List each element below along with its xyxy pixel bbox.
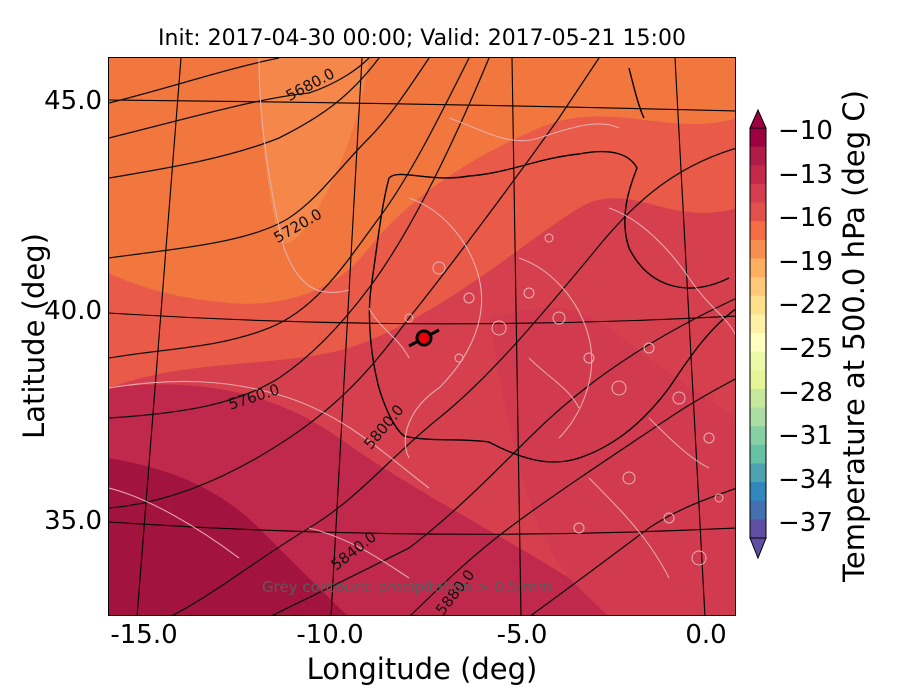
colorbar-tick-label: −22	[778, 290, 833, 321]
colorbar-tick-label: −16	[778, 203, 833, 234]
x-tick-label: -15.0	[110, 620, 178, 650]
colorbar-tick-label: −25	[778, 334, 833, 364]
x-tick-label: 0.0	[685, 620, 727, 650]
colorbar-band	[750, 388, 766, 409]
x-axis-label: Longitude (deg)	[306, 652, 538, 686]
colorbar-band	[750, 500, 766, 520]
temp-band-warm	[109, 384, 607, 615]
map-plot-area[interactable]: 5680.0 5720.0 5760.0 5800.0 5840.0 5880.…	[108, 57, 736, 616]
map-title: Init: 2017-04-30 00:00; Valid: 2017-05-2…	[158, 26, 686, 51]
colorbar-band	[750, 239, 766, 259]
colorbar-band	[750, 146, 766, 166]
colorbar-band	[750, 165, 766, 185]
colorbar-band	[750, 258, 766, 278]
precip-cells	[404, 233, 724, 566]
colorbar-band	[750, 314, 766, 334]
colorbar-band	[750, 463, 766, 483]
temp-band-southeast	[489, 308, 735, 615]
colorbar-band	[750, 277, 766, 297]
colorbar	[749, 108, 767, 560]
colorbar-band	[750, 128, 766, 148]
colorbar-tick-label: −31	[778, 421, 833, 452]
colorbar-tick-label: −37	[778, 508, 833, 539]
colorbar-top-extend	[749, 108, 767, 129]
colorbar-band	[750, 221, 766, 241]
y-tick-label: 35.0	[44, 506, 102, 536]
colorbar-tick-label: −28	[778, 377, 833, 408]
colorbar-frame	[749, 127, 767, 539]
colorbar-tick-label: −19	[778, 246, 833, 277]
x-tick-label: -5.0	[496, 620, 548, 650]
y-axis-label: Latitude (deg)	[17, 233, 51, 439]
station-marker[interactable]	[408, 328, 440, 348]
colorbar-bottom-extend	[749, 537, 767, 560]
precip-contours	[109, 58, 735, 579]
colorbar-tick-label: −13	[778, 159, 833, 190]
colorbar-band	[750, 426, 766, 446]
y-tick-label: 40.0	[44, 296, 102, 326]
colorbar-band	[750, 482, 766, 502]
colorbar-band	[750, 295, 766, 315]
geopotential-contours	[109, 58, 735, 615]
colorbar-band	[750, 202, 766, 222]
temp-band-light-orange	[259, 58, 369, 244]
colorbar-label: Temperature at 500.0 hPa (deg C)	[837, 90, 871, 582]
colorbar-tick-label: −10	[778, 116, 833, 146]
colorbar-band	[750, 444, 766, 464]
y-tick-label: 45.0	[44, 86, 102, 116]
x-tick-label: -10.0	[296, 620, 364, 650]
coastline	[368, 67, 735, 463]
temperature-field	[109, 58, 735, 615]
precip-caption: Grey contours: precipitation > 0.5 mm	[262, 578, 553, 596]
colorbar-band	[750, 370, 766, 390]
colorbar-band	[750, 519, 766, 539]
colorbar-band	[750, 351, 766, 371]
colorbar-band	[750, 333, 766, 353]
colorbar-band	[750, 407, 766, 427]
colorbar-band	[750, 183, 766, 204]
colorbar-tick-label: −34	[778, 464, 833, 495]
